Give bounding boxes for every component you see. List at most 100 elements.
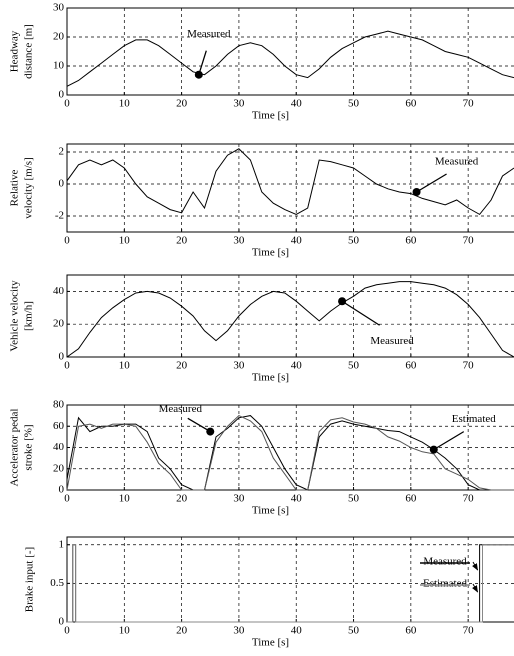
- series-line: [66, 148, 514, 216]
- y-tick-label: 20: [53, 462, 65, 474]
- plot-frame: [66, 143, 514, 233]
- series-line: [66, 415, 514, 491]
- x-axis-label: Time [s]: [252, 505, 289, 517]
- x-tick-label: 60: [405, 360, 417, 372]
- annotation-point: [338, 297, 347, 306]
- y-axis-label: Brake input [-]: [24, 547, 36, 612]
- x-tick-label: 30: [233, 98, 245, 110]
- y-tick-label: 30: [53, 2, 65, 14]
- x-tick-label: 20: [176, 625, 188, 637]
- annotation-text: Estimated: [452, 413, 496, 425]
- annotation-text: Measured: [159, 403, 203, 415]
- annotation-point: [412, 188, 421, 196]
- x-tick-label: 0: [64, 235, 70, 247]
- annotation-text: Measured: [187, 28, 231, 40]
- y-axis-label: Relative: [9, 170, 21, 207]
- x-tick-label: 60: [405, 235, 417, 247]
- x-axis-label: Time [s]: [252, 637, 289, 649]
- y-tick-label: 10: [53, 60, 65, 72]
- plot-frame: [66, 274, 514, 358]
- y-axis-label: Headway: [9, 30, 21, 72]
- series-line: [66, 30, 514, 87]
- legend-arrow: [472, 583, 479, 593]
- x-tick-label: 50: [348, 360, 360, 372]
- y-tick-label: 60: [53, 420, 65, 432]
- y-tick-label: 80: [53, 399, 65, 411]
- x-tick-label: 10: [119, 493, 131, 505]
- y-tick-label: 0: [59, 484, 65, 496]
- y-axis-label: Accelerator pedal: [9, 409, 21, 487]
- x-tick-label: 40: [291, 493, 303, 505]
- x-tick-label: 40: [291, 360, 303, 372]
- x-tick-label: 0: [64, 360, 70, 372]
- y-tick-label: 20: [53, 318, 65, 330]
- x-tick-label: 50: [348, 493, 360, 505]
- annotation-arrow: [433, 431, 465, 451]
- legend-label: Measured: [423, 556, 467, 568]
- annotation-arrow: [341, 300, 380, 326]
- x-tick-label: 60: [405, 98, 417, 110]
- annotation-text: Measured: [370, 335, 414, 347]
- annotation-arrow: [416, 173, 447, 193]
- legend-label: Estimated: [423, 578, 467, 590]
- annotation-text: Measured: [435, 156, 479, 168]
- x-tick-label: 10: [119, 98, 131, 110]
- y-axis-label: stroke [%]: [23, 424, 35, 470]
- x-tick-label: 10: [119, 235, 131, 247]
- annotation-arrow: [187, 417, 211, 433]
- annotation-point: [429, 445, 438, 454]
- x-tick-label: 50: [348, 625, 360, 637]
- y-tick-label: 0: [59, 351, 65, 363]
- series-line: [67, 544, 514, 623]
- plot-frame: [66, 7, 514, 96]
- annotation-arrow: [198, 50, 207, 75]
- x-tick-label: 70: [463, 625, 475, 637]
- y-tick-label: -2: [55, 210, 64, 222]
- x-tick-label: 0: [64, 493, 70, 505]
- x-axis-label: Time [s]: [252, 247, 289, 259]
- x-tick-label: 10: [119, 360, 131, 372]
- y-tick-label: 0: [59, 178, 65, 190]
- x-tick-label: 70: [463, 360, 475, 372]
- x-tick-label: 50: [348, 235, 360, 247]
- x-tick-label: 30: [233, 235, 245, 247]
- y-tick-label: 0: [59, 89, 65, 101]
- x-tick-label: 70: [463, 493, 475, 505]
- x-tick-label: 30: [233, 625, 245, 637]
- annotation-point: [206, 427, 215, 436]
- series-line: [66, 281, 514, 358]
- legend-arrow: [472, 561, 479, 571]
- y-axis-label: distance [m]: [23, 24, 35, 79]
- x-tick-label: 0: [64, 625, 70, 637]
- x-tick-label: 0: [64, 98, 70, 110]
- x-tick-label: 40: [291, 625, 303, 637]
- y-tick-label: 1: [59, 538, 65, 550]
- x-tick-label: 20: [176, 235, 188, 247]
- x-tick-label: 40: [291, 235, 303, 247]
- x-tick-label: 20: [176, 98, 188, 110]
- annotation-point: [194, 70, 203, 79]
- y-tick-label: 2: [59, 146, 65, 158]
- x-tick-label: 30: [233, 493, 245, 505]
- y-tick-label: 0.5: [50, 577, 64, 589]
- y-axis-label: [km/h]: [23, 301, 35, 331]
- x-tick-label: 60: [405, 625, 417, 637]
- plot-frame: [66, 404, 514, 491]
- x-axis-label: Time [s]: [252, 372, 289, 384]
- y-axis-label: velocity [m/s]: [23, 157, 35, 218]
- x-tick-label: 40: [291, 98, 303, 110]
- y-tick-label: 20: [53, 31, 65, 43]
- y-tick-label: 40: [53, 441, 65, 453]
- y-tick-label: 0: [59, 616, 65, 628]
- series-line: [66, 415, 514, 491]
- x-tick-label: 70: [463, 235, 475, 247]
- x-tick-label: 70: [463, 98, 475, 110]
- x-tick-label: 30: [233, 360, 245, 372]
- x-axis-label: Time [s]: [252, 110, 289, 122]
- x-tick-label: 50: [348, 98, 360, 110]
- x-tick-label: 20: [176, 360, 188, 372]
- x-tick-label: 20: [176, 493, 188, 505]
- y-axis-label: Vehicle velocity: [9, 280, 21, 352]
